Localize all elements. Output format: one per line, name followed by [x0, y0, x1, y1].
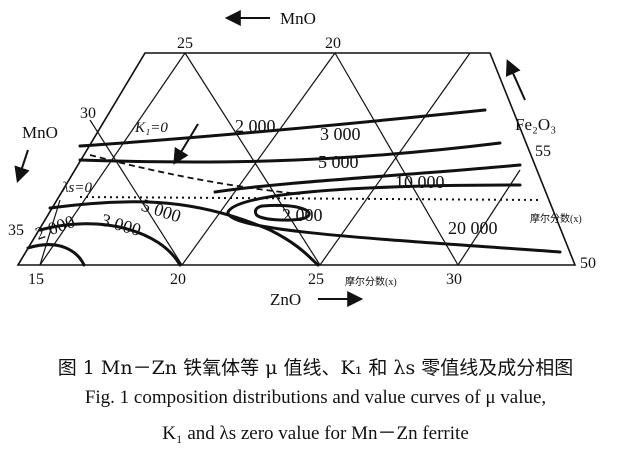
contour-label-5000-top: 5 000	[318, 152, 359, 172]
k1-zero-line	[89, 154, 301, 195]
arrow-right-fe2o3	[505, 59, 526, 101]
left-tick-35: 35	[8, 222, 24, 239]
left-tick-30: 30	[80, 105, 96, 122]
contour-5000-lower	[48, 200, 320, 267]
phase-diagram: MnO 25 20 MnO 30 35 Fe₂O₃ 55 50 15 20 25…	[8, 9, 596, 309]
contour-label-2000-top: 2 000	[235, 116, 276, 136]
k1-zero-label: K₁=0	[134, 120, 168, 136]
contour-label-10000: 10 000	[395, 172, 445, 192]
contour-3000-lower	[38, 222, 182, 267]
contour-3000-top	[78, 108, 487, 148]
contour-label-2000-center: 2 000	[282, 205, 323, 225]
top-tick-20: 20	[325, 35, 341, 52]
contour-10000	[213, 163, 522, 194]
unit-label-right: 摩尔分数(x)	[530, 212, 582, 225]
composition-grid	[17, 52, 521, 266]
contour-label-2000-lower: 2 000	[33, 211, 78, 244]
contour-2000-lower	[26, 243, 86, 267]
caption-en-line2: K₁ and λs zero value for Mn－Zn ferrite	[162, 423, 469, 444]
contour-label-5000-lower: 5 000	[139, 195, 184, 227]
contour-20000	[226, 183, 562, 254]
bottom-tick-20: 20	[170, 271, 186, 288]
caption-zh: 图 1 Mn－Zn 铁氧体等 μ 值线、K₁ 和 λs 零值线及成分相图	[57, 357, 574, 379]
right-tick-55: 55	[535, 143, 551, 160]
bottom-tick-25: 25	[308, 271, 324, 288]
bottom-axis-label: ZnO	[270, 290, 301, 309]
contour-2000-closed	[254, 203, 311, 222]
arrow-k1-pointer	[173, 123, 199, 165]
contour-5000-upper	[78, 141, 502, 164]
top-tick-25: 25	[177, 35, 193, 52]
bottom-tick-15: 15	[28, 271, 44, 288]
mu-contours	[26, 108, 562, 267]
top-axis-label: MnO	[280, 9, 316, 28]
unit-label-bottom: 摩尔分数(x)	[345, 275, 397, 288]
right-tick-50: 50	[580, 255, 596, 272]
direction-arrows	[14, 10, 526, 307]
contour-label-3000-top: 3 000	[320, 124, 361, 144]
arrow-left-mno	[14, 149, 30, 184]
caption-en-line1: Fig. 1 composition distributions and val…	[84, 387, 547, 408]
lambda-s-zero-label: λs=0	[61, 180, 92, 196]
contour-label-20000: 20 000	[448, 218, 498, 238]
left-axis-label: MnO	[22, 123, 58, 142]
right-axis-label: Fe₂O₃	[515, 115, 556, 134]
bottom-tick-30: 30	[446, 271, 462, 288]
contour-label-3000-lower: 3 000	[99, 210, 143, 240]
